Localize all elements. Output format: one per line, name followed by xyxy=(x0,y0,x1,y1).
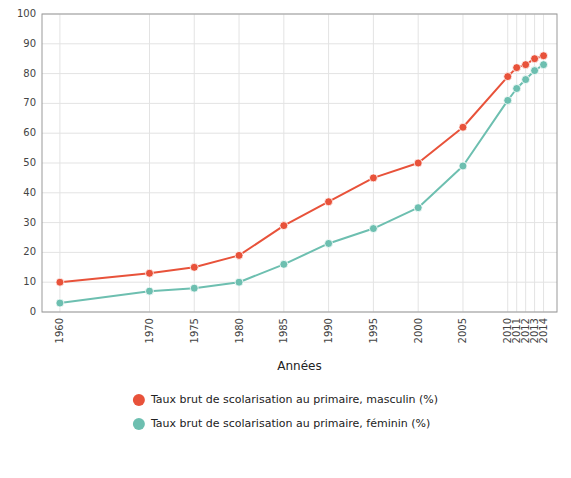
data-point[interactable] xyxy=(280,222,288,230)
data-point[interactable] xyxy=(145,287,153,295)
data-point[interactable] xyxy=(280,260,288,268)
x-tick-label: 1960 xyxy=(54,318,65,343)
legend-swatch xyxy=(133,418,145,430)
x-axis: 1960197019751980198519901995200020052010… xyxy=(54,318,549,343)
x-tick-label: 2000 xyxy=(413,318,424,343)
data-point[interactable] xyxy=(540,61,548,69)
y-tick-label: 80 xyxy=(23,68,36,79)
data-point[interactable] xyxy=(56,299,64,307)
data-point[interactable] xyxy=(145,269,153,277)
grid-line-y xyxy=(42,103,557,104)
grid-line-x xyxy=(239,14,240,312)
y-tick-label: 70 xyxy=(23,97,36,108)
series xyxy=(56,52,548,286)
grid-line-y xyxy=(42,282,557,283)
x-tick-label: 1995 xyxy=(368,318,379,343)
grid-line-x xyxy=(525,14,526,312)
y-tick-label: 40 xyxy=(23,187,36,198)
y-tick-label: 30 xyxy=(23,217,36,228)
x-tick-label: 2005 xyxy=(457,318,468,343)
data-point[interactable] xyxy=(522,76,530,84)
data-point[interactable] xyxy=(414,204,422,212)
data-point[interactable] xyxy=(56,278,64,286)
legend-swatch xyxy=(133,394,145,406)
series-line xyxy=(60,65,544,303)
grid-line-y xyxy=(42,133,557,134)
grid-line-y xyxy=(42,192,557,193)
data-point[interactable] xyxy=(504,73,512,81)
series xyxy=(56,61,548,307)
data-point[interactable] xyxy=(522,61,530,69)
plot-frame xyxy=(42,14,557,312)
grid-line-x xyxy=(59,14,60,312)
grid-line-x xyxy=(507,14,508,312)
data-point[interactable] xyxy=(540,52,548,60)
data-area xyxy=(56,52,548,307)
data-point[interactable] xyxy=(325,198,333,206)
x-tick-label: 1985 xyxy=(278,318,289,343)
legend: Taux brut de scolarisation au primaire, … xyxy=(133,393,438,430)
y-tick-label: 60 xyxy=(23,127,36,138)
grid-line-x xyxy=(149,14,150,312)
legend-item[interactable]: Taux brut de scolarisation au primaire, … xyxy=(133,417,430,430)
x-tick-label: 1980 xyxy=(234,318,245,343)
grid-line-y xyxy=(42,163,557,164)
grid xyxy=(42,14,557,312)
y-tick-label: 100 xyxy=(17,8,36,19)
y-tick-label: 0 xyxy=(30,306,36,317)
y-tick-label: 50 xyxy=(23,157,36,168)
data-point[interactable] xyxy=(531,67,539,75)
data-point[interactable] xyxy=(325,239,333,247)
x-tick-label: 1970 xyxy=(144,318,155,343)
data-point[interactable] xyxy=(531,55,539,63)
data-point[interactable] xyxy=(235,278,243,286)
x-tick-label: 2014 xyxy=(538,318,549,343)
data-point[interactable] xyxy=(369,174,377,182)
grid-line-x xyxy=(328,14,329,312)
grid-line-x xyxy=(516,14,517,312)
grid-line-y xyxy=(42,252,557,253)
y-tick-label: 10 xyxy=(23,276,36,287)
x-tick-label: 1975 xyxy=(189,318,200,343)
data-point[interactable] xyxy=(414,159,422,167)
data-point[interactable] xyxy=(504,96,512,104)
grid-line-y xyxy=(42,43,557,44)
data-point[interactable] xyxy=(513,85,521,93)
legend-label: Taux brut de scolarisation au primaire, … xyxy=(150,393,438,406)
legend-item[interactable]: Taux brut de scolarisation au primaire, … xyxy=(133,393,438,406)
y-axis: 0 10 20 30 40 50 60 70 80 90 100 xyxy=(17,8,36,317)
y-tick-label: 20 xyxy=(23,246,36,257)
data-point[interactable] xyxy=(190,284,198,292)
x-tick-label: 1990 xyxy=(323,318,334,343)
data-point[interactable] xyxy=(513,64,521,72)
data-point[interactable] xyxy=(190,263,198,271)
y-tick-label: 90 xyxy=(23,38,36,49)
data-point[interactable] xyxy=(235,251,243,259)
x-axis-label: Années xyxy=(277,359,321,373)
legend-label: Taux brut de scolarisation au primaire, … xyxy=(150,417,430,430)
data-point[interactable] xyxy=(459,162,467,170)
data-point[interactable] xyxy=(369,225,377,233)
series-line xyxy=(60,56,544,282)
grid-line-y xyxy=(42,73,557,74)
chart-container: 0 10 20 30 40 50 60 70 80 90 100 1960 1970 1975 1980 19… xyxy=(0,0,571,478)
data-point[interactable] xyxy=(459,123,467,131)
grid-line-y xyxy=(42,222,557,223)
grid-line-x xyxy=(373,14,374,312)
chart: 0 10 20 30 40 50 60 70 80 90 100 1960 1970 1975 1980 19… xyxy=(0,0,571,478)
